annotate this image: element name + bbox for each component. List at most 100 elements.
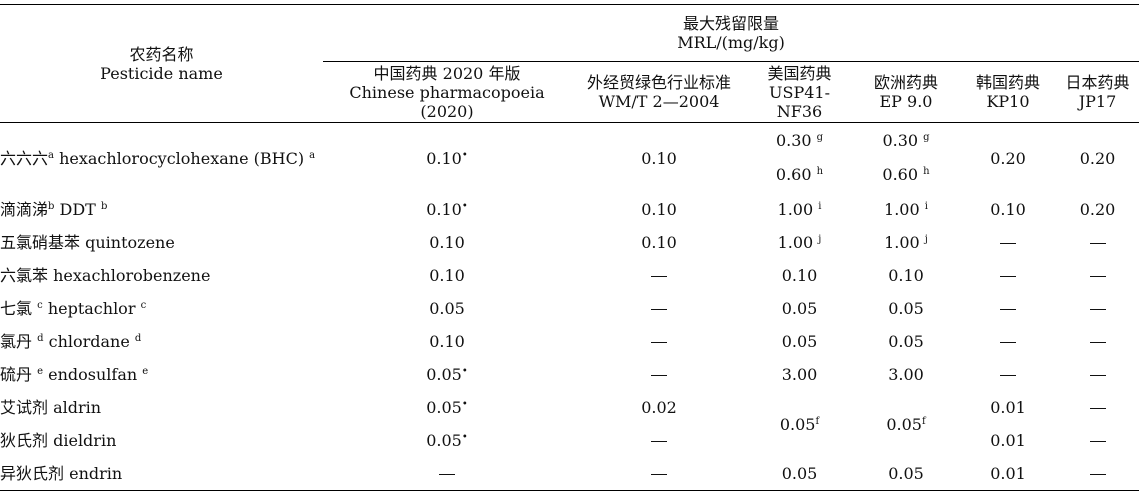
mrl-table: 农药名称 Pesticide name 最大残留限量 MRL/(mg/kg) 中… [0,4,1139,491]
mrl-group-header-zh: 最大残留限量 [683,14,780,33]
col-header-usp: 美国药典 USP41-NF36 [767,63,832,121]
mrl-usp-merged: 0.05f [779,414,820,434]
dash-mark [1089,309,1106,310]
mrl-ep: 0.05 [888,332,924,351]
mrl-usp: 3.00 [781,365,818,384]
mrl-cn: 0.10 [429,332,465,351]
dash-mark [439,474,455,475]
mrl-cn: 0.05 [429,299,465,318]
mrl-ep: 0.05 [888,464,924,483]
dash-mark [651,342,667,343]
dash-mark [1000,309,1016,310]
dash-mark [651,441,667,442]
mrl-wm: 0.02 [641,398,677,417]
mrl-wm [571,325,747,358]
mrl-kp [960,292,1056,325]
mrl-wm [571,292,747,325]
mrl-wm [571,358,747,391]
pesticide-name: 艾试剂 aldrin [0,398,102,417]
table-row: 氯丹 d chlordane d 0.10 0.05 0.05 [0,325,1139,358]
mrl-group-header: 最大残留限量 MRL/(mg/kg) [323,4,1139,62]
dash-mark [1089,441,1106,442]
table-row: 五氯硝基苯 quintozene 0.10 0.10 1.00 j 1.00 j [0,226,1139,259]
mrl-cn: 0.10 [429,233,465,252]
mrl-cn: 0.10• [426,148,468,168]
mrl-jp [1056,424,1139,457]
dash-mark [1000,375,1016,376]
mrl-kp: 0.01 [990,431,1026,450]
mrl-kp [960,325,1056,358]
mrl-ep-merged: 0.05f [886,414,926,434]
mrl-cn: 0.05• [426,365,468,384]
mrl-jp [1056,457,1139,491]
pesticide-name: 七氯 c heptachlor c [0,299,147,318]
mrl-jp [1056,325,1139,358]
mrl-usp: 1.00 j [777,233,822,252]
dash-mark [1000,342,1016,343]
pesticide-name: 六六六a hexachlorocyclohexane (BHC) a [0,148,316,168]
mrl-wm: 0.10 [641,233,677,252]
pesticide-name-header-zh: 农药名称 [129,44,194,64]
table-row: 六六六a hexachlorocyclohexane (BHC) a 0.10•… [0,123,1139,194]
pesticide-name-header: 农药名称 Pesticide name [0,4,323,123]
mrl-usp: 0.10 [781,266,818,285]
mrl-kp [960,358,1056,391]
mrl-jp: 0.20 [1079,200,1116,219]
mrl-wm [571,424,747,457]
mrl-usp: 0.05 [781,332,818,351]
col-header-wm: 外经贸绿色行业标准 WM/T 2—2004 [586,73,731,111]
pesticide-name: 狄氏剂 dieldrin [0,431,117,450]
pesticide-name: 氯丹 d chlordane d [0,332,142,351]
mrl-usp: 0.05 [781,299,818,318]
dash-mark [1000,276,1016,277]
mrl-ep: 0.05 [888,299,924,318]
mrl-cn: 0.05• [426,398,468,417]
pesticide-name: 硫丹 e endosulfan e [0,365,149,384]
mrl-jp [1056,226,1139,259]
dash-mark [1089,375,1106,376]
mrl-wm: 0.10 [641,148,677,168]
mrl-cn: 0.05• [426,431,468,450]
mrl-kp: 0.01 [990,398,1026,417]
table-row: 硫丹 e endosulfan e 0.05• 3.00 3.00 [0,358,1139,391]
mrl-usp: 1.00 i [777,200,822,219]
mrl-kp [960,226,1056,259]
pesticide-name: 异狄氏剂 endrin [0,464,123,483]
mrl-kp: 0.01 [990,464,1026,483]
mrl-kp [960,259,1056,292]
table-row: 六氯苯 hexachlorobenzene 0.10 0.10 0.10 [0,259,1139,292]
dash-mark [1089,243,1106,244]
dash-mark [1089,276,1106,277]
pesticide-name: 滴滴涕b DDT b [0,200,108,219]
table-row: 狄氏剂 dieldrin 0.05• 0.01 [0,424,1139,457]
pesticide-name: 五氯硝基苯 quintozene [0,233,175,252]
col-header-ep: 欧洲药典 EP 9.0 [873,73,938,111]
col-header-kp: 韩国药典 KP10 [975,73,1040,111]
mrl-ep: 3.00 [888,365,924,384]
mrl-usp: 0.05 [781,464,818,483]
mrl-jp [1056,391,1139,424]
table-row: 异狄氏剂 endrin 0.05 0.05 0.01 [0,457,1139,491]
mrl-usp: 0.30 g 0.60 h [775,131,824,184]
dash-mark [1089,474,1106,475]
dash-mark [1089,342,1106,343]
mrl-ep: 0.30 g 0.60 h [882,131,930,184]
mrl-cn [323,457,571,491]
dash-mark [1000,243,1016,244]
col-header-cn: 中国药典 2020 年版 Chinese pharmacopoeia (2020) [349,63,545,121]
mrl-kp: 0.10 [990,200,1026,219]
table-row: 七氯 c heptachlor c 0.05 0.05 0.05 [0,292,1139,325]
mrl-cn: 0.10 [429,266,465,285]
col-header-jp: 日本药典 JP17 [1065,73,1130,111]
mrl-jp [1056,259,1139,292]
dash-mark [1089,408,1106,409]
table-row: 滴滴涕b DDT b 0.10• 0.10 1.00 i 1.00 i 0.10… [0,193,1139,226]
mrl-ep: 1.00 i [884,200,928,219]
dash-mark [651,276,667,277]
mrl-wm [571,259,747,292]
mrl-jp [1056,358,1139,391]
mrl-kp: 0.20 [990,148,1026,168]
mrl-jp [1056,292,1139,325]
mrl-wm [571,457,747,491]
